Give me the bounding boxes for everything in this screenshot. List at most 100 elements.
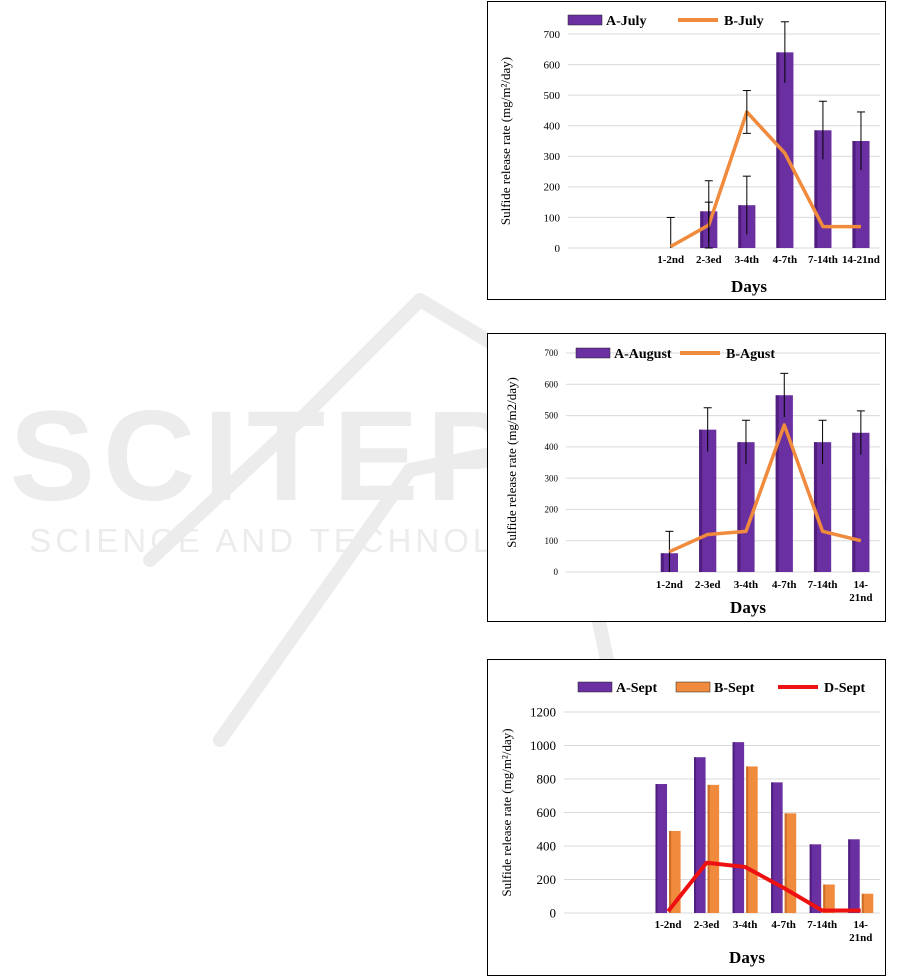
- x-tick-label: 3-4th: [733, 919, 757, 931]
- y-tick-label: 500: [545, 411, 559, 421]
- bar-shade: [660, 553, 664, 572]
- legend-label: B-Sept: [714, 681, 755, 696]
- x-axis-label: Days: [729, 948, 765, 967]
- bar-shade: [823, 884, 826, 913]
- y-axis-label: Sulfide release rate (mg/m²/day): [499, 728, 514, 896]
- bar-shade: [669, 830, 672, 913]
- y-tick-label: 700: [545, 348, 559, 358]
- x-axis-label: Days: [730, 598, 766, 617]
- line-d-sept: [666, 860, 861, 913]
- legend-label: A-Sept: [616, 681, 658, 696]
- x-tick-label: 1-2nd: [656, 579, 683, 591]
- chart-september: 0 200 400 600 800 1000 1200 1-2nd 2-3ed 3-4th 4-7t…: [487, 659, 886, 976]
- y-tick-label: 200: [537, 872, 557, 887]
- bar-a-august: [813, 442, 832, 572]
- chart-july-svg: 0 100 200 300 400 500 600 700 1-2nd 2-3ed 3-4th 4-7…: [498, 14, 880, 296]
- y-tick-label: 300: [544, 151, 561, 163]
- y-tick-label: 700: [544, 29, 561, 41]
- bar-b-sept: [746, 766, 758, 913]
- y-tick-label: 1000: [530, 738, 556, 753]
- y-tick-label: 0: [550, 906, 557, 921]
- y-tick-label: 600: [537, 805, 557, 820]
- y-tick-label: 400: [537, 839, 557, 854]
- bar-shade: [694, 757, 697, 913]
- bar-a-sept: [655, 784, 668, 913]
- x-tick-label: 7-14th: [808, 579, 838, 591]
- bar-shade: [738, 205, 742, 248]
- bar-shade: [771, 782, 774, 913]
- line-b-july: [669, 110, 861, 248]
- bar-shade: [737, 442, 741, 572]
- y-axis-label: Sulfide release rate (mg/m2/day): [504, 377, 519, 548]
- legend-label: B-Agust: [726, 347, 775, 362]
- x-tick-label: 4-7th: [771, 919, 795, 931]
- x-tick-label: 2-3ed: [695, 579, 721, 591]
- bar-a-july: [852, 141, 870, 248]
- x-tick-label: 3-4th: [735, 254, 759, 266]
- x-axis-label: Days: [731, 277, 767, 296]
- bar-shade: [809, 844, 812, 913]
- bar-shade: [852, 432, 856, 572]
- chart-july: 0 100 200 300 400 500 600 700 1-2nd 2-3ed 3-4th 4-7…: [487, 1, 886, 300]
- legend-label: A-July: [606, 14, 646, 29]
- bar-shade: [746, 766, 749, 913]
- line-b-agust: [668, 423, 862, 554]
- legend-swatch: [675, 681, 711, 693]
- y-tick-label: 1200: [530, 705, 556, 720]
- y-tick-label: 100: [544, 212, 561, 224]
- x-tick-label: 4-7th: [773, 254, 797, 266]
- bar-a-august: [737, 442, 755, 572]
- chart-september-svg: 0 200 400 600 800 1000 1200 1-2nd 2-3ed 3-4th 4-7t…: [499, 681, 880, 967]
- x-tick-label: 1-2nd: [657, 254, 684, 266]
- y-tick-label: 600: [545, 379, 559, 389]
- x-tick-label: 7-14th: [807, 919, 837, 931]
- y-tick-label: 0: [555, 243, 561, 255]
- y-axis-label: Sulfide release rate (mg/m²/day): [498, 57, 513, 225]
- legend-label: D-Sept: [824, 681, 866, 696]
- bar-shade: [814, 130, 818, 248]
- x-tick-label: 1-2nd: [655, 919, 682, 931]
- bar-a-august: [852, 432, 870, 572]
- bar-b-sept: [861, 893, 874, 913]
- chart-august: 0 100 200 300 400 500 600 700 1-2nd 2-3ed 3-4th 4-7…: [487, 333, 886, 622]
- legend-label: B-July: [724, 14, 764, 29]
- y-tick-label: 100: [545, 536, 559, 546]
- bar-shade: [707, 784, 710, 913]
- x-tick-label: 14-21nd: [849, 579, 872, 604]
- bar-shade: [775, 395, 779, 572]
- bar-b-sept: [707, 784, 720, 913]
- bar-b-sept: [669, 830, 681, 913]
- y-tick-label: 0: [554, 567, 559, 577]
- bar-shade: [861, 893, 864, 913]
- bar-shade: [655, 784, 658, 913]
- bar-b-sept: [823, 884, 835, 913]
- y-tick-label: 200: [544, 182, 561, 194]
- y-tick-label: 400: [544, 121, 561, 133]
- x-tick-label: 4-7th: [772, 579, 796, 591]
- bar-shade: [776, 52, 780, 248]
- legend-swatch: [567, 14, 603, 26]
- bar-a-sept: [732, 742, 745, 913]
- bar-b-sept: [784, 813, 797, 913]
- y-tick-label: 500: [544, 90, 561, 102]
- x-tick-label: 3-4th: [734, 579, 758, 591]
- bar-shade: [732, 742, 735, 913]
- legend-swatch: [577, 681, 613, 693]
- y-tick-label: 800: [537, 772, 557, 787]
- y-tick-label: 600: [544, 59, 561, 71]
- legend-label: A-August: [614, 347, 672, 362]
- y-tick-label: 200: [545, 505, 559, 515]
- legend-swatch: [575, 347, 611, 359]
- bar-shade: [784, 813, 787, 913]
- bar-shade: [699, 429, 703, 572]
- bar-a-sept: [694, 757, 706, 913]
- y-tick-label: 400: [545, 442, 559, 452]
- x-tick-label: 7-14th: [808, 254, 838, 266]
- x-tick-label: 2-3ed: [696, 254, 722, 266]
- bar-shade: [852, 141, 856, 248]
- bar-a-sept: [848, 839, 860, 913]
- bar-a-july: [776, 52, 794, 248]
- bar-shade: [848, 839, 851, 913]
- bar-a-sept: [771, 782, 783, 913]
- x-tick-label: 14-21nd: [849, 919, 872, 944]
